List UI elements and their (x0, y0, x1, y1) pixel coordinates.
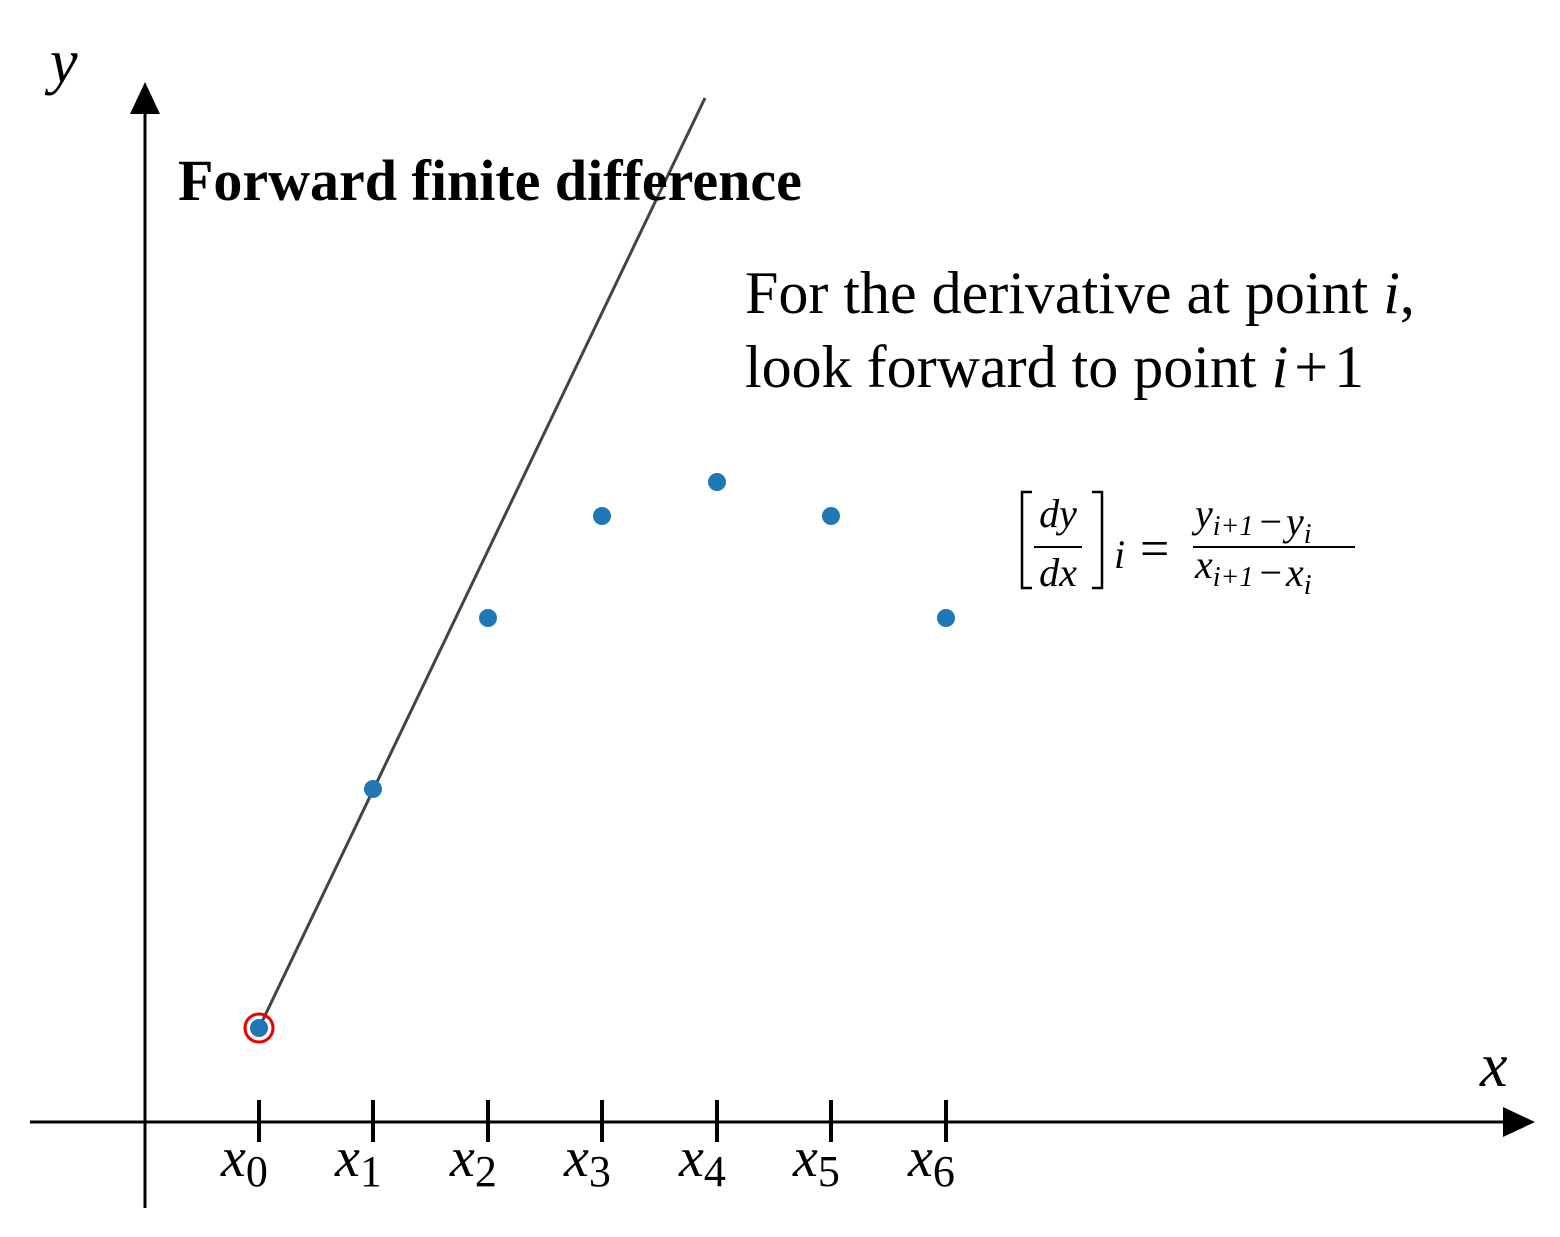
tick-base: x (907, 1127, 933, 1189)
subscript: i+1 (1213, 511, 1254, 542)
operator: + (1294, 334, 1328, 400)
numerator: dy (1039, 491, 1077, 536)
tick-label: x5 (792, 1127, 840, 1196)
annotation-line: look forward to point i +1 (745, 334, 1364, 400)
number: 1 (1334, 334, 1364, 400)
variable: y (1191, 491, 1213, 536)
text: For the derivative at point (745, 260, 1383, 326)
punctuation: , (1400, 260, 1415, 326)
tick-label: x2 (449, 1127, 497, 1196)
point (250, 1019, 268, 1037)
text: look forward to point (745, 334, 1272, 400)
highlight-ring (243, 1012, 275, 1044)
variable: x (1285, 550, 1304, 595)
variable: i (1383, 260, 1400, 326)
tick-base: x (334, 1127, 360, 1189)
x-axis-label: x (1479, 1032, 1508, 1100)
subscript: i+1 (1213, 562, 1254, 593)
tick-subscript: 0 (246, 1147, 268, 1196)
equals: = (1140, 521, 1169, 578)
tick-base: x (678, 1127, 704, 1189)
tick-subscript: 2 (475, 1147, 497, 1196)
variable: y (1282, 499, 1304, 544)
secant-line (257, 97, 707, 1029)
annotation-line: For the derivative at point i, (745, 260, 1415, 326)
ticks: x0 x1 x2 x3 x4 x5 x6 (220, 1100, 955, 1196)
point (479, 609, 497, 627)
subscript: i (1304, 570, 1312, 601)
x-arrow (1503, 1107, 1535, 1137)
tick-label: x0 (220, 1127, 268, 1196)
y-arrow (130, 82, 160, 114)
points (250, 473, 955, 1037)
tick-subscript: 4 (704, 1147, 726, 1196)
tick-subscript: 3 (589, 1147, 611, 1196)
y-axis-label: y (44, 28, 78, 96)
bracket (1092, 490, 1104, 590)
tick-base: x (563, 1127, 589, 1189)
subscript: i (1304, 519, 1312, 550)
point (364, 780, 382, 798)
index: i (1114, 532, 1125, 577)
title: Forward finite difference (178, 148, 802, 213)
operator: − (1259, 499, 1282, 544)
tick-label: x4 (678, 1127, 726, 1196)
variable: i (1272, 334, 1289, 400)
formula: dy dx i = yi+1− yi xi+1− xi (1020, 490, 1355, 601)
tick-base: x (220, 1127, 246, 1189)
tick-subscript: 5 (818, 1147, 840, 1196)
tick-subscript: 1 (360, 1147, 382, 1196)
tick-label: x3 (563, 1127, 611, 1196)
point (593, 507, 611, 525)
operator: − (1259, 550, 1282, 595)
numerator: yi+1− yi (1191, 491, 1312, 550)
tick-base: x (449, 1127, 475, 1189)
variable: x (1194, 542, 1213, 587)
point (708, 473, 726, 491)
tick-label: x1 (334, 1127, 382, 1196)
denominator: xi+1− xi (1194, 542, 1312, 601)
point (822, 507, 840, 525)
tick-base: x (792, 1127, 818, 1189)
bracket (1020, 490, 1032, 590)
denominator: dx (1039, 550, 1077, 595)
tick-label: x6 (907, 1127, 955, 1196)
point (937, 609, 955, 627)
tick-subscript: 6 (933, 1147, 955, 1196)
